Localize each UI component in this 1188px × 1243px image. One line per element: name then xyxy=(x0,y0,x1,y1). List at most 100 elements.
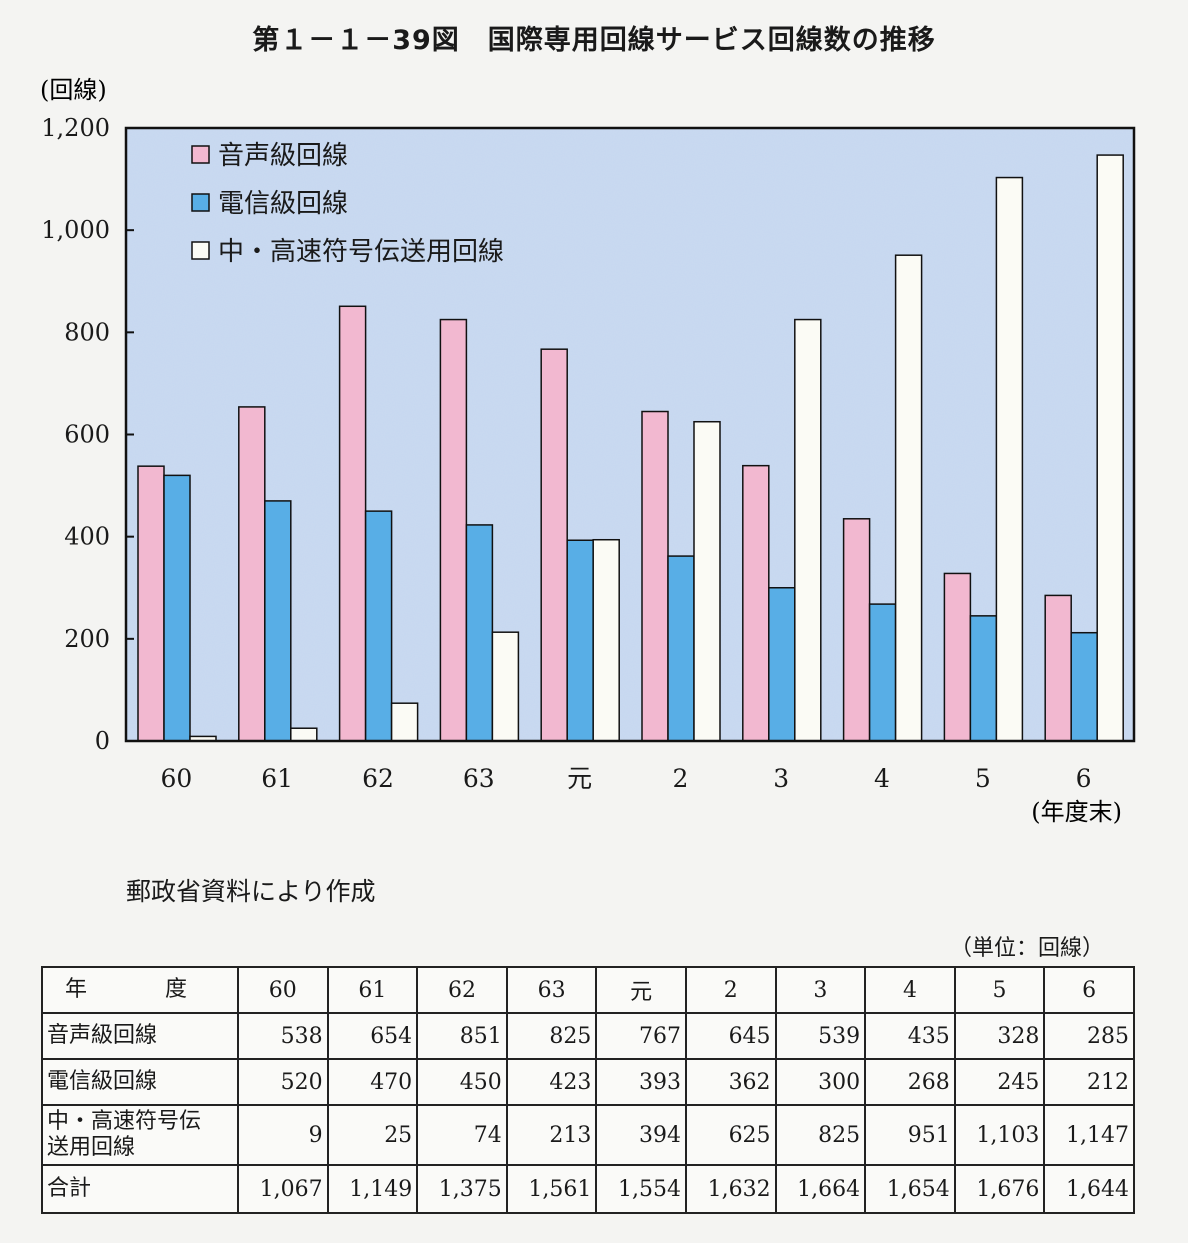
bar-chart: 0 200 400 600 800 1,000 1,200 60 61 62 63 元 2 3 4 5 6 音声… xyxy=(40,76,1136,826)
table-cell: 470 xyxy=(326,1058,419,1106)
x-tick-label: 61 xyxy=(261,764,293,793)
y-tick-label: 600 xyxy=(64,421,110,449)
table-cell: 1,375 xyxy=(416,1164,508,1214)
table-cell: 851 xyxy=(416,1012,508,1060)
legend-label: 中・高速符号伝送用回線 xyxy=(218,237,504,267)
bar-voice-0 xyxy=(137,465,165,742)
x-tick-label: 5 xyxy=(975,764,991,793)
bar-voice-2 xyxy=(338,305,367,742)
bar-data-8 xyxy=(995,176,1024,742)
bar-data-3 xyxy=(491,631,520,742)
legend-swatch-telegraph xyxy=(191,193,210,212)
legend-swatch-voice xyxy=(191,145,210,164)
table-cell: 9 xyxy=(237,1104,329,1166)
bar-telegraph-5 xyxy=(667,555,695,742)
table-col-header: 5 xyxy=(953,966,1046,1014)
table-row-label-line: 送用回線 xyxy=(47,1135,136,1160)
table-row-label-line: 中・高速符号伝 xyxy=(47,1109,202,1134)
table-cell: 825 xyxy=(774,1104,867,1166)
x-axis-label: (年度末) xyxy=(1031,798,1122,826)
table-row-label: 合計 xyxy=(41,1164,239,1214)
bar-voice-5 xyxy=(641,410,669,742)
table-cell: 1,676 xyxy=(953,1164,1046,1214)
table-cell: 213 xyxy=(505,1104,598,1166)
figure-title: 第１－１－39図 国際専用回線サービス回線数の推移 xyxy=(252,25,936,56)
legend-label: 電信級回線 xyxy=(218,189,348,219)
table-cell: 285 xyxy=(1043,1012,1135,1060)
table-cell: 1,147 xyxy=(1043,1104,1135,1166)
table-col-header: 60 xyxy=(237,966,329,1014)
data-table: 年 度 60 61 62 63 元 2 3 4 5 6 音声級回線 538 65… xyxy=(41,966,1135,1214)
table-cell: 1,067 xyxy=(237,1164,329,1214)
table-cell: 1,654 xyxy=(864,1164,956,1214)
bar-voice-3 xyxy=(439,318,468,742)
bar-telegraph-3 xyxy=(465,524,494,742)
bar-voice-7 xyxy=(842,518,871,742)
y-tick-label: 200 xyxy=(64,625,110,653)
table-cell: 1,149 xyxy=(326,1164,419,1214)
table-row-label: 中・高速符号伝 送用回線 xyxy=(41,1104,239,1166)
x-tick-label: 6 xyxy=(1076,764,1092,793)
bar-data-5 xyxy=(693,420,721,742)
table-cell: 1,664 xyxy=(774,1164,867,1214)
x-tick-label: 63 xyxy=(463,764,495,793)
table-col-header: 62 xyxy=(416,966,508,1014)
table-col-header: 6 xyxy=(1043,966,1135,1014)
bar-telegraph-8 xyxy=(969,615,998,742)
bar-telegraph-7 xyxy=(868,603,897,742)
table-cell: 423 xyxy=(505,1058,598,1106)
table-col-header: 4 xyxy=(864,966,956,1014)
bar-voice-4 xyxy=(540,348,568,742)
table-col-header: 63 xyxy=(505,966,598,1014)
table-cell: 212 xyxy=(1043,1058,1135,1106)
bar-data-6 xyxy=(794,318,822,742)
x-tick-label: 3 xyxy=(773,764,789,793)
table-cell: 450 xyxy=(416,1058,508,1106)
x-tick-label: 4 xyxy=(874,764,890,793)
bar-data-1 xyxy=(290,727,318,742)
bar-voice-6 xyxy=(742,464,770,742)
table-cell: 394 xyxy=(595,1104,687,1166)
bar-voice-1 xyxy=(238,406,266,742)
table-cell: 539 xyxy=(774,1012,867,1060)
table-cell: 300 xyxy=(774,1058,867,1106)
bar-telegraph-9 xyxy=(1070,631,1098,742)
table-cell: 74 xyxy=(416,1104,508,1166)
bar-telegraph-4 xyxy=(566,539,594,742)
table-cell: 362 xyxy=(684,1058,777,1106)
bar-voice-8 xyxy=(943,572,972,742)
table-cell: 538 xyxy=(237,1012,329,1060)
table-col-header: 元 xyxy=(595,966,687,1014)
table-cell: 951 xyxy=(864,1104,956,1166)
table-row-label: 電信級回線 xyxy=(41,1058,239,1106)
table-cell: 1,644 xyxy=(1043,1164,1135,1214)
source-note: 郵政省資料により作成 xyxy=(126,877,376,906)
table-cell: 393 xyxy=(595,1058,687,1106)
table-header-year: 年 度 xyxy=(41,966,239,1014)
bar-telegraph-6 xyxy=(768,587,796,742)
bar-telegraph-0 xyxy=(163,474,191,742)
y-tick-label: 800 xyxy=(64,318,110,346)
bar-data-7 xyxy=(894,254,923,742)
table-cell: 654 xyxy=(326,1012,419,1060)
table-cell: 520 xyxy=(237,1058,329,1106)
x-tick-label: 62 xyxy=(362,764,394,793)
table-cell: 625 xyxy=(684,1104,777,1166)
bar-data-2 xyxy=(390,702,419,742)
table-col-header: 61 xyxy=(326,966,419,1014)
y-tick-label: 0 xyxy=(95,727,110,755)
table-row-data: 中・高速符号伝 送用回線 9 25 74 213 394 625 825 951 … xyxy=(41,1104,1135,1166)
legend-swatch-data xyxy=(191,241,210,260)
table-cell: 268 xyxy=(864,1058,956,1106)
bar-voice-9 xyxy=(1044,594,1072,742)
table-col-header: 3 xyxy=(774,966,867,1014)
table-cell: 1,561 xyxy=(505,1164,598,1214)
table-cell: 1,632 xyxy=(684,1164,777,1214)
x-tick-label: 元 xyxy=(567,764,592,793)
bar-data-4 xyxy=(592,538,620,742)
table-cell: 645 xyxy=(684,1012,777,1060)
bar-telegraph-1 xyxy=(264,500,292,742)
bar-data-9 xyxy=(1096,154,1124,742)
table-row-telegraph: 電信級回線 520 470 450 423 393 362 300 268 24… xyxy=(41,1058,1135,1106)
